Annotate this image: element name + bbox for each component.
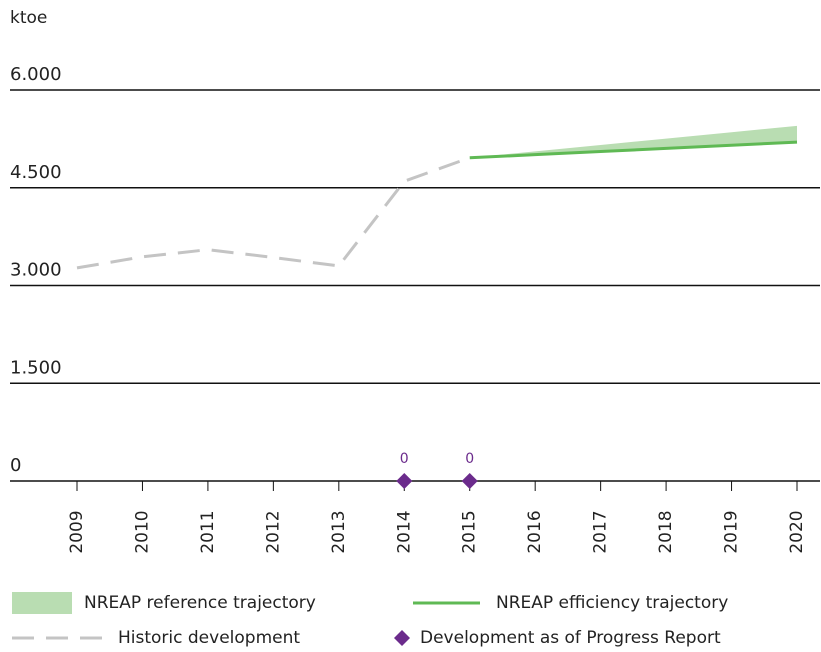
historic-line [76, 156, 471, 270]
x-tick-label: 2009 [67, 510, 87, 553]
legend-swatch [394, 630, 410, 646]
y-tick-label: 4.500 [10, 162, 62, 183]
data-label: 0 [465, 451, 474, 467]
x-tick-label: 2017 [591, 510, 611, 553]
x-tick-label: 2018 [656, 510, 676, 553]
x-tick-label: 2014 [394, 510, 414, 553]
efficiency-line [469, 140, 798, 160]
data-label: 0 [400, 451, 409, 467]
y-tick-label: 1.500 [10, 357, 62, 378]
legend-label: NREAP reference trajectory [84, 593, 316, 613]
y-axis-label: ktoe [10, 8, 47, 28]
legend-label: Historic development [118, 628, 300, 648]
x-tick-label: 2019 [722, 510, 742, 553]
progress-marker [396, 473, 413, 489]
y-tick-label: 3.000 [10, 260, 62, 281]
x-tick-label: 2012 [263, 510, 283, 553]
x-tick-label: 2013 [329, 510, 349, 553]
y-tick-label: 0 [10, 455, 21, 476]
legend-label: Development as of Progress Report [420, 628, 721, 648]
y-tick-label: 6.000 [10, 64, 62, 85]
x-tick-label: 2015 [460, 510, 480, 553]
reference-band [469, 125, 797, 158]
x-tick-label: 2011 [198, 510, 218, 553]
legend-label: NREAP efficiency trajectory [496, 593, 728, 613]
progress-marker [461, 473, 478, 489]
legend-swatch [12, 592, 72, 614]
x-tick-label: 2010 [132, 510, 152, 553]
x-tick-label: 2016 [525, 510, 545, 553]
x-tick-label: 2020 [787, 510, 807, 553]
